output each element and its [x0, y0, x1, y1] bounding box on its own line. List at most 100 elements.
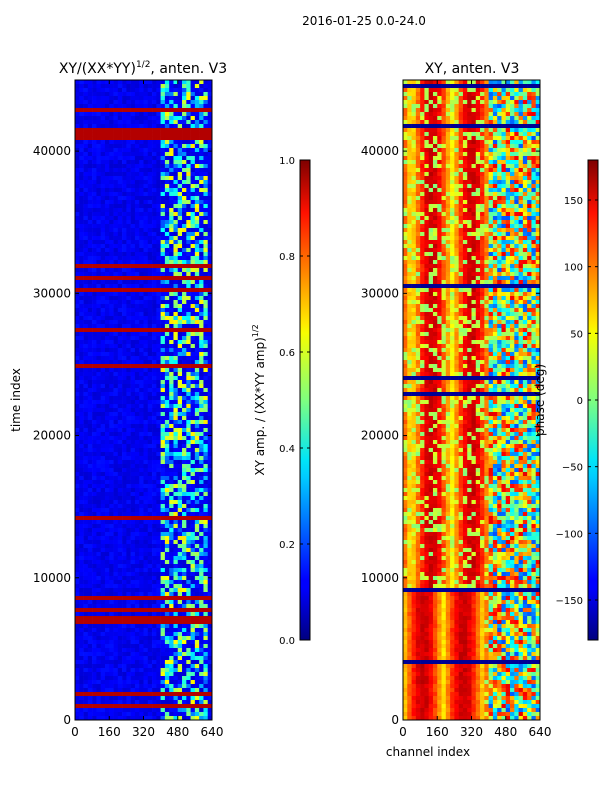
heatmap-cell — [122, 604, 127, 609]
heatmap-cell — [83, 188, 89, 193]
heatmap-cell — [134, 528, 140, 533]
heatmap-cell — [156, 284, 161, 289]
heatmap-cell — [182, 536, 187, 541]
heatmap-cell — [104, 512, 110, 517]
heatmap-cell — [203, 608, 209, 613]
heatmap-cell — [75, 180, 80, 185]
heatmap-cell — [143, 260, 149, 265]
heatmap-cell — [194, 332, 200, 337]
heatmap-cell — [79, 280, 84, 285]
heatmap-cell — [104, 516, 110, 521]
heatmap-cell — [122, 544, 127, 549]
heatmap-cell — [122, 364, 127, 369]
heatmap-cell — [194, 372, 200, 377]
heatmap-cell — [113, 588, 119, 593]
heatmap-cell — [122, 108, 127, 113]
heatmap-cell — [109, 316, 114, 321]
heatmap-cell — [75, 520, 80, 525]
heatmap-cell — [134, 348, 140, 353]
heatmap-cell — [79, 204, 84, 209]
heatmap-cell — [75, 604, 80, 609]
heatmap-cell — [160, 696, 166, 701]
heatmap-cell — [79, 672, 84, 677]
heatmap-cell — [113, 524, 119, 529]
heatmap-cell — [186, 292, 191, 297]
heatmap-cell — [100, 532, 106, 537]
heatmap-cell — [186, 668, 191, 673]
heatmap-cell — [190, 352, 196, 357]
heatmap-cell — [186, 372, 191, 377]
amplitude-heatmap-image — [75, 80, 213, 721]
heatmap-cell — [130, 344, 136, 349]
heatmap-cell — [104, 660, 110, 665]
heatmap-cell — [186, 184, 191, 189]
heatmap-cell — [182, 544, 187, 549]
heatmap-cell — [96, 520, 101, 525]
heatmap-cell — [169, 648, 174, 653]
heatmap-cell — [207, 656, 213, 661]
heatmap-cell — [147, 568, 153, 573]
heatmap-cell — [152, 592, 157, 597]
heatmap-cell — [169, 588, 174, 593]
heatmap-cell — [143, 648, 149, 653]
heatmap-cell — [186, 388, 191, 393]
heatmap-cell — [152, 580, 157, 585]
heatmap-cell — [160, 152, 166, 157]
heatmap-cell — [177, 248, 183, 253]
heatmap-cell — [75, 560, 80, 565]
heatmap-cell — [126, 644, 131, 649]
heatmap-cell — [156, 444, 161, 449]
heatmap-cell — [139, 372, 144, 377]
heatmap-cell — [122, 388, 127, 393]
heatmap-cell — [203, 100, 209, 105]
heatmap-cell — [147, 412, 153, 417]
heatmap-cell — [203, 192, 209, 197]
heatmap-cell — [194, 532, 200, 537]
heatmap-cell — [113, 432, 119, 437]
heatmap-cell — [190, 488, 196, 493]
heatmap-cell — [109, 240, 114, 245]
heatmap-cell — [113, 108, 119, 113]
heatmap-cell — [203, 468, 209, 473]
heatmap-cell — [164, 660, 170, 665]
heatmap-cell — [182, 260, 187, 265]
heatmap-cell — [182, 560, 187, 565]
heatmap-cell — [104, 104, 110, 109]
heatmap-cell — [194, 548, 200, 553]
heatmap-cell — [177, 592, 183, 597]
heatmap-cell — [182, 236, 187, 241]
heatmap-cell — [96, 652, 101, 657]
heatmap-cell — [173, 420, 179, 425]
heatmap-cell — [109, 280, 114, 285]
heatmap-cell — [194, 244, 200, 249]
heatmap-cell — [75, 120, 80, 125]
heatmap-cell — [203, 448, 209, 453]
heatmap-cell — [207, 416, 213, 421]
heatmap-cell — [207, 452, 213, 457]
heatmap-cell — [160, 80, 166, 85]
heatmap-cell — [100, 608, 106, 613]
heatmap-cell — [169, 528, 174, 533]
heatmap-cell — [186, 168, 191, 173]
heatmap-cell — [75, 396, 80, 401]
heatmap-cell — [126, 500, 131, 505]
heatmap-cell — [134, 344, 140, 349]
heatmap-cell — [104, 344, 110, 349]
heatmap-cell — [104, 628, 110, 633]
heatmap-cell — [104, 204, 110, 209]
heatmap-cell — [177, 380, 183, 385]
heatmap-cell — [122, 524, 127, 529]
heatmap-cell — [117, 676, 123, 681]
heatmap-cell — [199, 312, 204, 317]
heatmap-cell — [92, 148, 97, 153]
heatmap-cell — [109, 408, 114, 413]
heatmap-cell — [164, 400, 170, 405]
heatmap-cell — [203, 484, 209, 489]
heatmap-cell — [147, 644, 153, 649]
heatmap-cell — [143, 540, 149, 545]
heatmap-cell — [113, 480, 119, 485]
heatmap-cell — [186, 520, 191, 525]
heatmap-cell — [169, 420, 174, 425]
heatmap-cell — [113, 652, 119, 657]
heatmap-cell — [75, 508, 80, 513]
